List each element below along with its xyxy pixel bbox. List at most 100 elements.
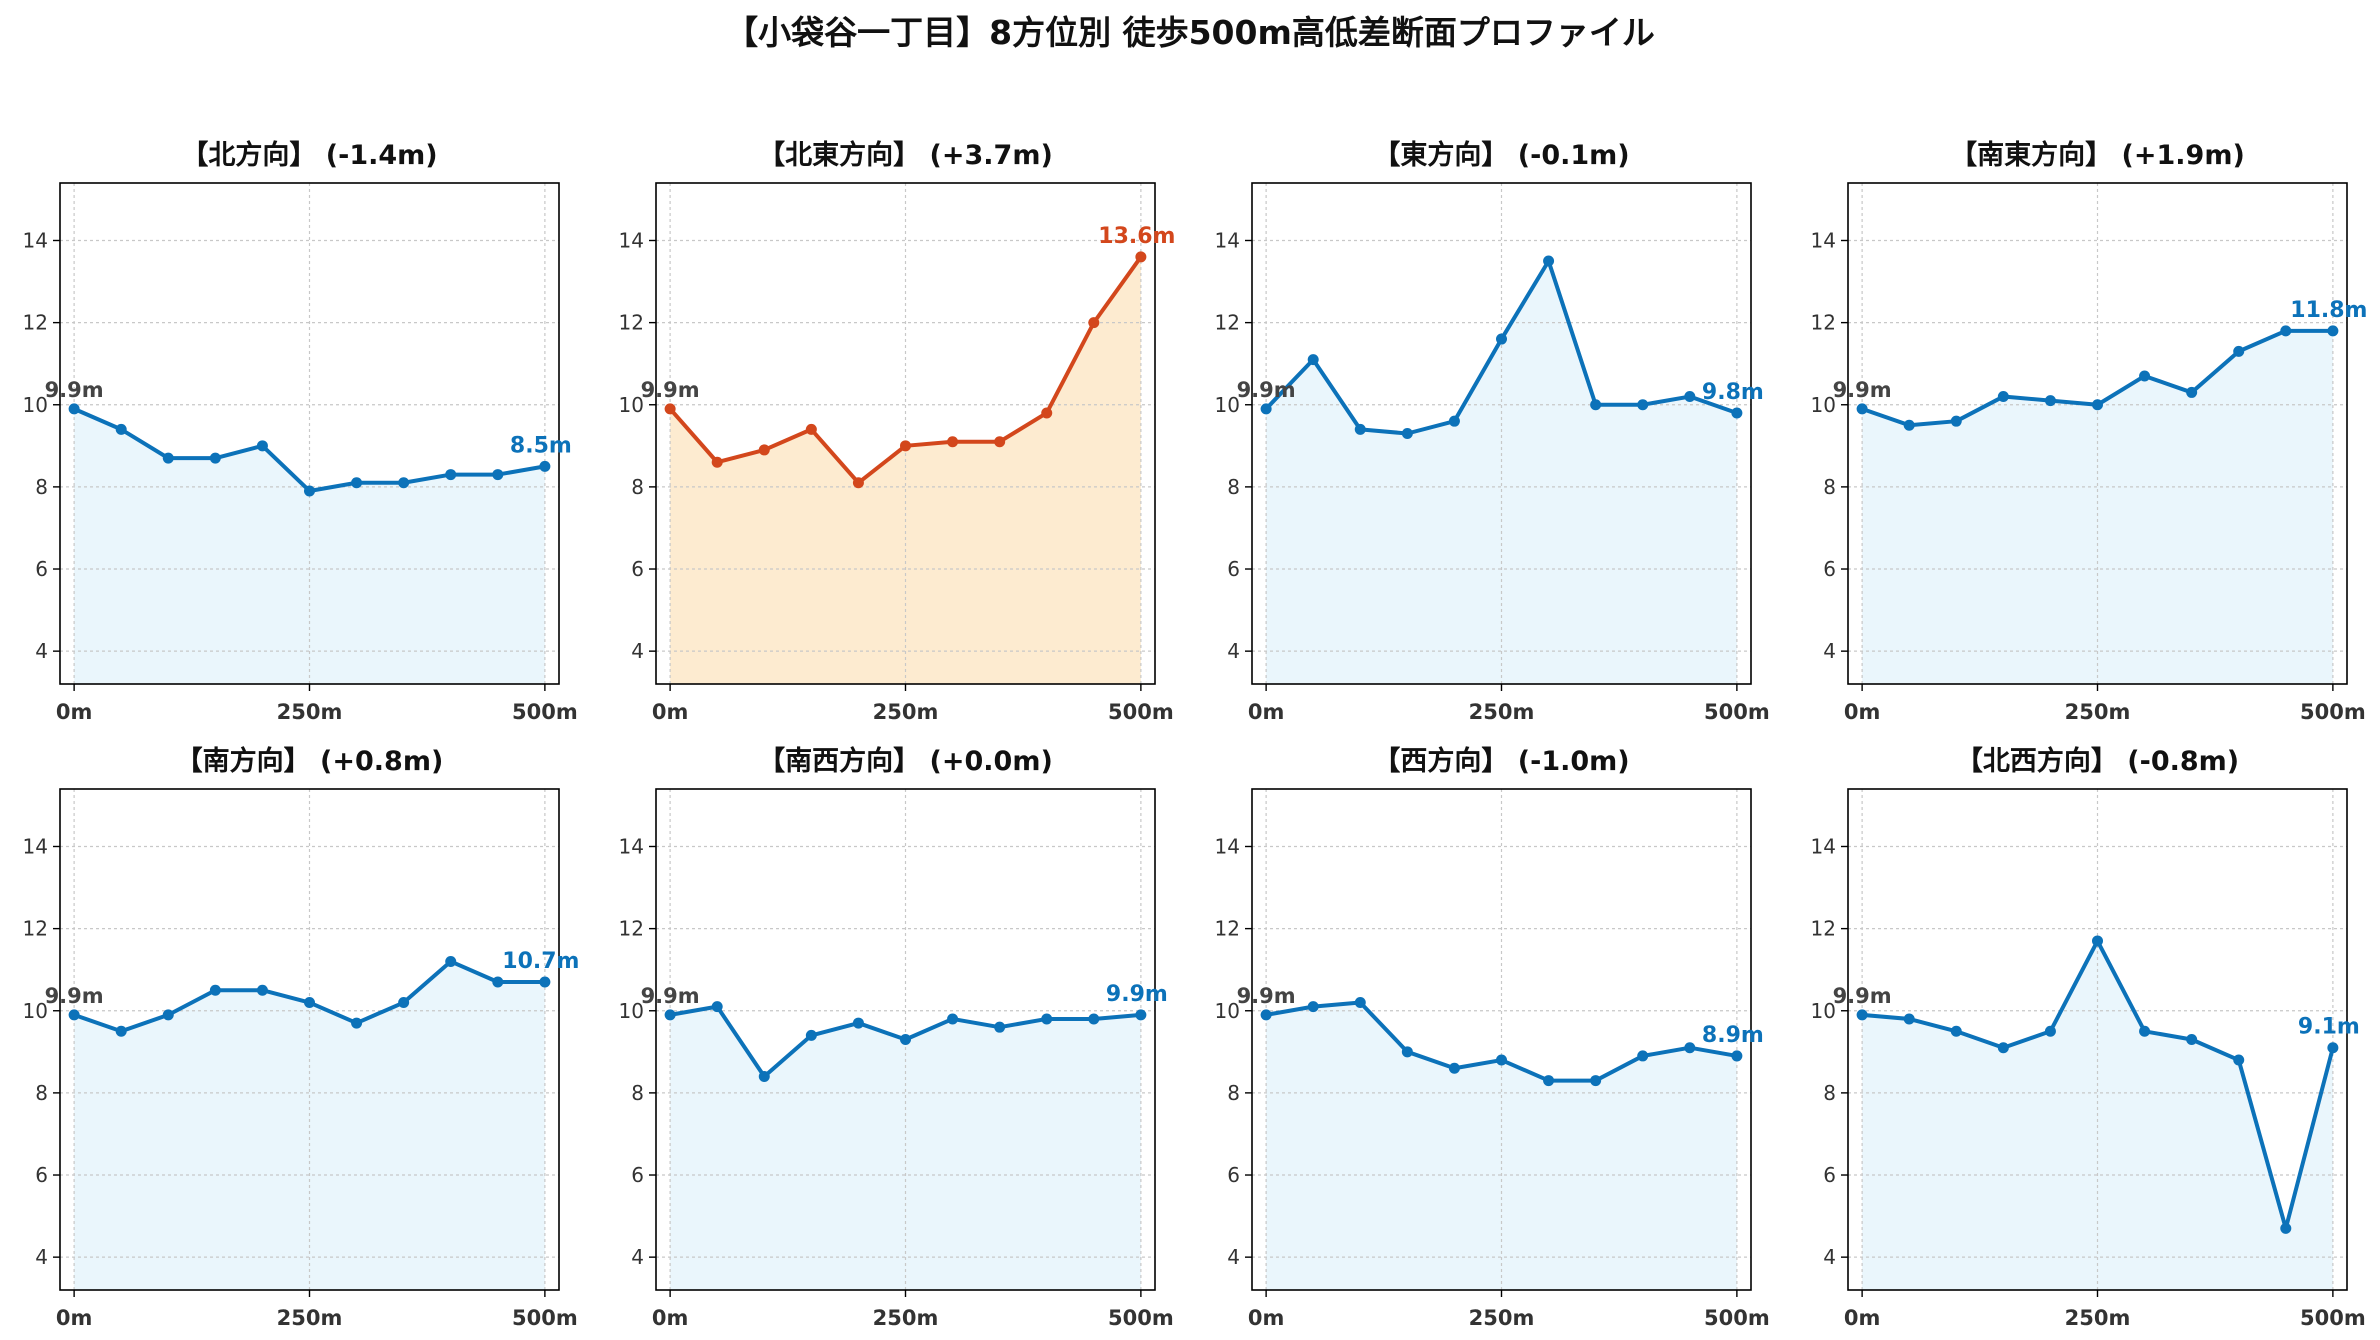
- data-point: [539, 460, 551, 472]
- data-point: [2327, 325, 2339, 337]
- data-point: [1260, 403, 1272, 415]
- ytick-label: 6: [1823, 1163, 1836, 1187]
- xtick-label: 250m: [277, 700, 343, 724]
- ytick-label: 8: [631, 475, 644, 499]
- subplot-1: 4 6 8 10 12 14 0m 250m 500m 【北方向】 (-1.4m) 9.9m 8.5m: [23, 139, 578, 724]
- data-point: [900, 1034, 911, 1045]
- data-point: [1950, 1025, 1962, 1037]
- ytick-label: 14: [1811, 228, 1836, 252]
- ytick-label: 8: [1227, 1081, 1240, 1105]
- data-point: [900, 440, 911, 452]
- ytick-label: 8: [631, 1081, 644, 1105]
- data-point: [1260, 1009, 1272, 1021]
- subplot-title: 【南方向】 (+0.8m): [176, 745, 444, 777]
- data-point: [1135, 1009, 1147, 1021]
- data-point: [1950, 415, 1962, 427]
- xtick-label: 500m: [1108, 700, 1174, 724]
- data-point: [1543, 1075, 1555, 1087]
- xtick-label: 0m: [652, 1306, 689, 1330]
- data-point: [2327, 1042, 2339, 1054]
- end-value-label: 9.1m: [2298, 1015, 2360, 1040]
- ytick-label: 12: [23, 917, 48, 941]
- data-point: [2044, 395, 2056, 407]
- ytick-label: 10: [1811, 393, 1836, 417]
- data-point: [1997, 1042, 2009, 1054]
- data-point: [539, 976, 551, 988]
- xtick-label: 0m: [56, 1306, 93, 1330]
- ytick-label: 10: [1811, 999, 1836, 1023]
- data-point: [256, 440, 268, 452]
- data-point: [805, 423, 817, 435]
- subplot-4: 4 6 8 10 12 14 0m 250m 500m 【南東方向】 (+1.9m) 9.9m 11.…: [1811, 139, 2368, 724]
- figure-title: 【小袋谷一丁目】8方位別 徒歩500m高低差断面プロファイル: [725, 13, 1655, 52]
- ytick-label: 12: [23, 311, 48, 335]
- data-point: [1401, 1046, 1413, 1058]
- xtick-label: 250m: [873, 1306, 939, 1330]
- ytick-label: 6: [631, 557, 644, 581]
- xtick-label: 500m: [1704, 1306, 1770, 1330]
- subplot-5: 4 6 8 10 12 14 0m 250m 500m 【南方向】 (+0.8m) 9.9m 10.7…: [23, 745, 580, 1330]
- data-point: [162, 452, 174, 464]
- xtick-label: 500m: [512, 1306, 578, 1330]
- data-point: [2092, 935, 2103, 947]
- data-point: [664, 1009, 676, 1021]
- data-point: [711, 1001, 723, 1013]
- data-point: [304, 997, 315, 1009]
- subplot-title: 【南西方向】 (+0.0m): [758, 745, 1053, 777]
- data-point: [1543, 255, 1555, 267]
- ytick-label: 6: [631, 1163, 644, 1187]
- subplot-title: 【北東方向】 (+3.7m): [758, 139, 1053, 171]
- data-point: [256, 984, 268, 996]
- ytick-label: 10: [619, 999, 644, 1023]
- data-point: [994, 1021, 1006, 1033]
- subplot-6: 4 6 8 10 12 14 0m 250m 500m 【南西方向】 (+0.0m) 9.9m 9.9…: [619, 745, 1174, 1330]
- data-point: [2233, 345, 2245, 357]
- ytick-label: 4: [1227, 639, 1240, 663]
- xtick-label: 250m: [1469, 1306, 1535, 1330]
- data-point: [209, 984, 221, 996]
- ytick-label: 4: [35, 1245, 48, 1269]
- data-point: [1903, 419, 1915, 431]
- data-point: [68, 1009, 80, 1021]
- data-point: [805, 1029, 817, 1041]
- data-point: [1856, 1009, 1868, 1021]
- subplot-3: 4 6 8 10 12 14 0m 250m 500m 【東方向】 (-0.1m) 9.9m 9.8m: [1215, 139, 1770, 724]
- data-point: [758, 444, 770, 456]
- xtick-label: 0m: [1844, 1306, 1881, 1330]
- data-point: [1135, 251, 1147, 263]
- end-value-label: 10.7m: [502, 949, 579, 974]
- xtick-label: 500m: [2300, 700, 2366, 724]
- ytick-label: 4: [631, 1245, 644, 1269]
- ytick-label: 12: [1215, 917, 1240, 941]
- xtick-label: 250m: [2065, 1306, 2131, 1330]
- data-point: [209, 452, 221, 464]
- data-point: [2280, 1222, 2292, 1234]
- start-value-label: 9.9m: [45, 378, 104, 402]
- data-point: [1448, 415, 1460, 427]
- data-point: [947, 1013, 959, 1025]
- data-point: [1637, 399, 1649, 411]
- data-point: [162, 1009, 174, 1021]
- data-point: [994, 436, 1006, 448]
- data-point: [1856, 403, 1868, 415]
- ytick-label: 14: [1215, 834, 1240, 858]
- area-fill: [74, 408, 545, 684]
- ytick-label: 12: [1811, 917, 1836, 941]
- ytick-label: 6: [35, 1163, 48, 1187]
- ytick-label: 10: [619, 393, 644, 417]
- data-point: [1401, 428, 1413, 439]
- ytick-label: 4: [631, 639, 644, 663]
- data-point: [1590, 399, 1602, 411]
- ytick-label: 10: [1215, 393, 1240, 417]
- end-value-label: 13.6m: [1098, 224, 1175, 249]
- data-point: [1307, 354, 1319, 366]
- data-point: [1590, 1075, 1602, 1087]
- xtick-label: 250m: [2065, 700, 2131, 724]
- ytick-label: 6: [1823, 557, 1836, 581]
- ytick-label: 14: [23, 834, 48, 858]
- ytick-label: 4: [1823, 639, 1836, 663]
- data-point: [664, 403, 676, 415]
- xtick-label: 250m: [1469, 700, 1535, 724]
- panels: 4 6 8 10 12 14 0m 250m 500m 【北方向】 (-1.4m) 9.9m 8.5m…: [23, 139, 2368, 1330]
